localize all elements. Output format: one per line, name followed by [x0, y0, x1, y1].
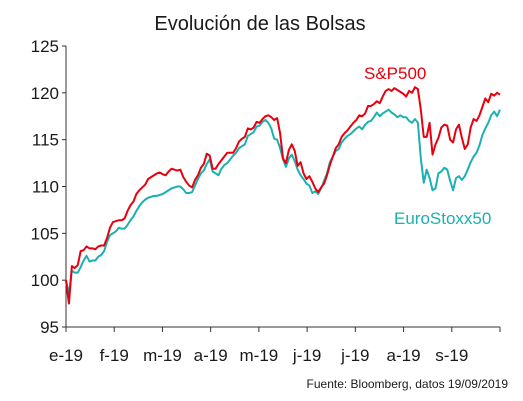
- series-layer: [65, 86, 501, 305]
- x-axis: e-19 f-19 m-19 a-19 m-19 j-19 j-19 a-19 s-19: [49, 326, 501, 365]
- y-axis: 95 100 105 110 115 120 125: [31, 37, 67, 337]
- x-tick-label: e-19: [49, 346, 83, 365]
- y-tick-label: 105: [31, 224, 59, 243]
- y-tick-label: 115: [32, 131, 59, 150]
- series-labels: S&P500 EuroStoxx50: [364, 64, 491, 228]
- x-tick-label: m-19: [240, 346, 279, 365]
- x-tick-label: a-19: [387, 346, 421, 365]
- y-tick-label: 125: [31, 37, 59, 56]
- x-tick-label: j-19: [340, 346, 369, 365]
- x-tick-label: a-19: [194, 346, 228, 365]
- x-tick-label: j-19: [292, 346, 321, 365]
- chart-title: Evolución de las Bolsas: [154, 13, 365, 35]
- x-tick-label: s-19: [435, 346, 468, 365]
- y-tick-label: 120: [31, 84, 59, 103]
- y-tick-label: 110: [32, 178, 59, 197]
- y-tick-label: 100: [31, 271, 59, 290]
- series-label-eurostoxx50: EuroStoxx50: [394, 209, 491, 228]
- series-line-sp500: [65, 86, 501, 305]
- series-label-sp500: S&P500: [364, 64, 426, 83]
- series-line-eurostoxx50: [65, 108, 501, 296]
- source-note: Fuente: Bloomberg, datos 19/09/2019: [307, 377, 509, 391]
- y-tick-label: 95: [40, 318, 59, 337]
- x-tick-label: f-19: [100, 346, 129, 365]
- x-tick-label: m-19: [143, 346, 182, 365]
